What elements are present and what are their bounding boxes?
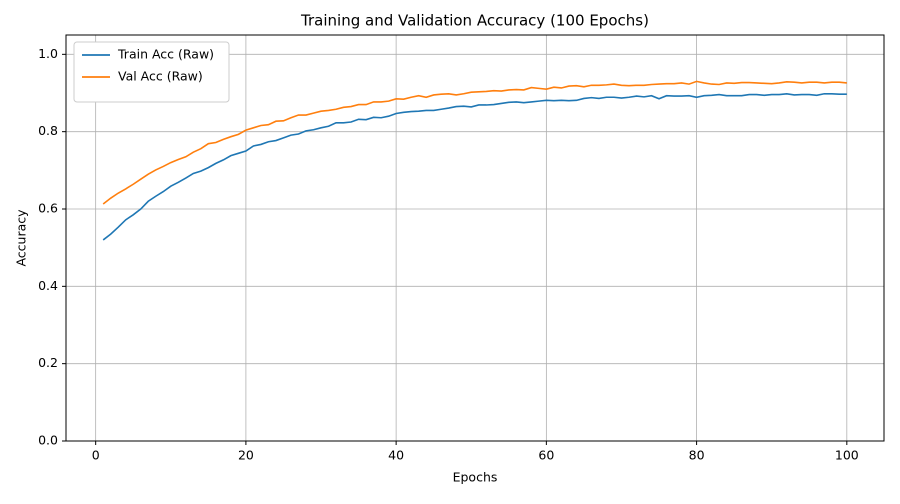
x-tick-label: 40 [388,448,404,463]
y-tick-label: 0.4 [38,278,58,293]
x-tick-label: 0 [92,448,100,463]
y-tick-label: 1.0 [38,46,58,61]
legend-box [73,41,230,103]
x-tick-label: 20 [238,448,254,463]
plot-frame [65,34,885,442]
x-tick-label: 80 [689,448,705,463]
y-tick-label: 0.2 [38,355,58,370]
y-tick-label: 0.0 [38,433,58,448]
chart-title: Training and Validation Accuracy (100 Ep… [300,12,649,30]
x-tick-label: 60 [538,448,554,463]
x-tick-label: 100 [835,448,859,463]
line [102,80,847,205]
y-axis-label: Accuracy [14,209,29,267]
line [102,92,847,241]
y-tick-label: 0.6 [38,201,58,216]
x-axis-label: Epochs [453,470,498,485]
legend-label: Train Acc (Raw) [117,47,214,62]
legend-label: Val Acc (Raw) [118,69,203,84]
y-tick-label: 0.8 [38,123,58,138]
